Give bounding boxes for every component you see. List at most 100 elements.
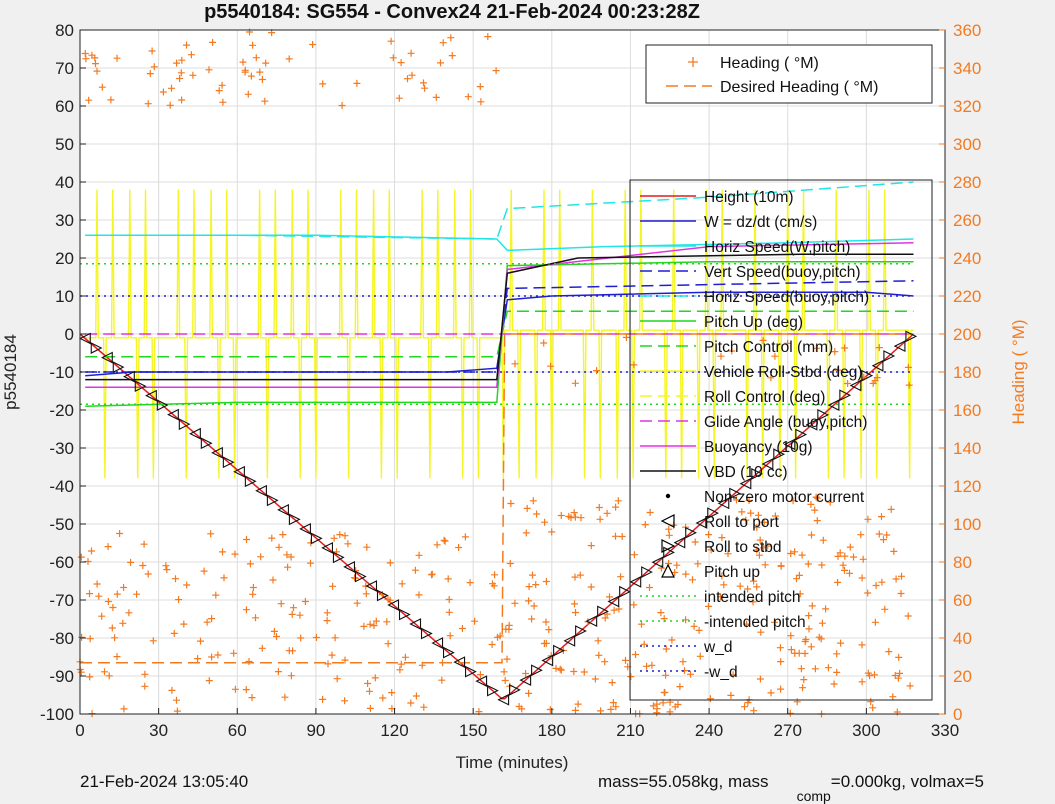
heading-marker <box>601 658 609 666</box>
heading-marker <box>753 546 761 554</box>
heading-marker <box>269 576 277 584</box>
legend-main-label: Vert Speed(buoy,pitch) <box>704 264 861 281</box>
heading-marker <box>241 68 249 76</box>
heading-marker <box>720 581 728 589</box>
heading-marker <box>444 575 452 583</box>
heading-marker <box>787 550 795 557</box>
footer-mass: mass=55.058kg, mass comp=0.000kg, volmax=… <box>598 772 984 804</box>
heading-marker <box>622 333 630 341</box>
roll-to-stbd-marker <box>531 664 543 677</box>
x-tick-label: 150 <box>459 721 487 740</box>
heading-marker <box>657 564 665 572</box>
roll-to-port-marker <box>387 599 400 611</box>
heading-marker <box>834 552 842 560</box>
y2-tick-label: 0 <box>953 705 962 724</box>
heading-marker <box>168 686 176 694</box>
heading-marker <box>108 624 116 632</box>
roll-to-stbd-marker <box>90 342 103 354</box>
heading-marker <box>804 560 812 568</box>
heading-marker <box>506 560 514 567</box>
heading-marker <box>363 543 371 551</box>
heading-marker <box>572 609 579 616</box>
heading-marker <box>319 695 327 703</box>
roll-to-stbd-marker <box>883 350 896 362</box>
roll-to-port-marker <box>409 618 422 630</box>
heading-marker <box>525 583 533 591</box>
heading-marker <box>612 503 620 511</box>
heading-marker <box>791 649 799 657</box>
y-tick-label: -100 <box>40 705 74 724</box>
heading-marker <box>208 653 216 661</box>
heading-marker <box>881 605 889 613</box>
heading-marker <box>839 561 847 569</box>
heading-marker <box>256 68 264 76</box>
roll-to-stbd-marker <box>332 551 345 564</box>
heading-marker <box>491 571 499 579</box>
heading-marker <box>665 531 673 539</box>
heading-marker <box>178 96 186 104</box>
roll-to-port-marker <box>717 497 730 510</box>
heading-marker <box>244 90 252 98</box>
roll-to-port-marker <box>673 536 686 549</box>
heading-marker <box>632 651 639 658</box>
heading-marker <box>448 52 456 60</box>
heading-marker <box>609 699 617 707</box>
heading-marker <box>640 640 648 648</box>
heading-marker <box>576 571 584 579</box>
heading-marker <box>759 544 767 552</box>
y2-tick-label: 340 <box>953 59 981 78</box>
y2-tick-label: 320 <box>953 97 981 116</box>
roll-to-port-marker <box>431 637 444 649</box>
legend-main-label: Pitch Up (deg) <box>704 314 803 331</box>
legend-main-label: -w_d <box>704 664 738 681</box>
heading-marker <box>401 653 409 661</box>
heading-marker <box>687 670 694 678</box>
heading-marker <box>285 55 293 63</box>
roll-to-port-marker <box>849 379 862 392</box>
legend-main-label: Roll Control (deg) <box>704 389 825 406</box>
heading-marker <box>660 689 668 697</box>
heading-marker <box>571 573 579 581</box>
legend-main-label: Horiz Speed(buoy,pitch) <box>704 289 869 306</box>
heading-marker <box>817 635 825 643</box>
right-axis: 3603403203002802602402202001801601401201… <box>939 21 981 724</box>
heading-marker <box>113 590 121 598</box>
heading-marker <box>176 75 184 82</box>
heading-marker <box>525 689 533 697</box>
heading-marker <box>215 87 223 95</box>
heading-marker <box>841 552 849 560</box>
y-tick-label: -90 <box>49 667 74 686</box>
heading-marker <box>93 67 101 75</box>
heading-marker <box>756 675 764 683</box>
heading-marker <box>532 581 540 589</box>
heading-marker <box>146 70 154 78</box>
heading-marker <box>420 79 427 87</box>
roll-to-stbd-marker <box>597 605 609 618</box>
heading-marker <box>627 673 635 681</box>
heading-marker <box>415 551 423 559</box>
heading-marker <box>607 705 615 713</box>
heading-marker <box>547 362 555 370</box>
heading-marker <box>281 693 289 701</box>
roll-to-stbd-marker <box>509 684 521 696</box>
roll-to-port-marker <box>739 477 752 490</box>
heading-marker <box>144 570 152 578</box>
roll-to-stbd-marker <box>465 665 477 678</box>
heading-marker <box>630 551 638 559</box>
x-tick-label: 180 <box>538 721 566 740</box>
roll-to-port-marker <box>541 654 554 667</box>
heading-marker <box>149 637 157 645</box>
legend-main-label: Vehicle Roll-Stbd (deg) <box>704 364 863 381</box>
heading-marker <box>844 380 852 387</box>
heading-marker <box>113 653 121 661</box>
heading-marker <box>896 669 904 677</box>
roll-to-stbd-marker <box>861 369 874 382</box>
heading-marker <box>770 618 778 626</box>
y2-tick-label: 160 <box>953 401 981 420</box>
heading-marker <box>812 493 820 501</box>
heading-marker <box>813 517 821 525</box>
chart-title: p5540184: SG554 - Convex24 21-Feb-2024 0… <box>204 1 700 23</box>
heading-marker <box>906 682 914 690</box>
heading-marker <box>105 672 113 680</box>
heading-marker <box>205 677 213 685</box>
